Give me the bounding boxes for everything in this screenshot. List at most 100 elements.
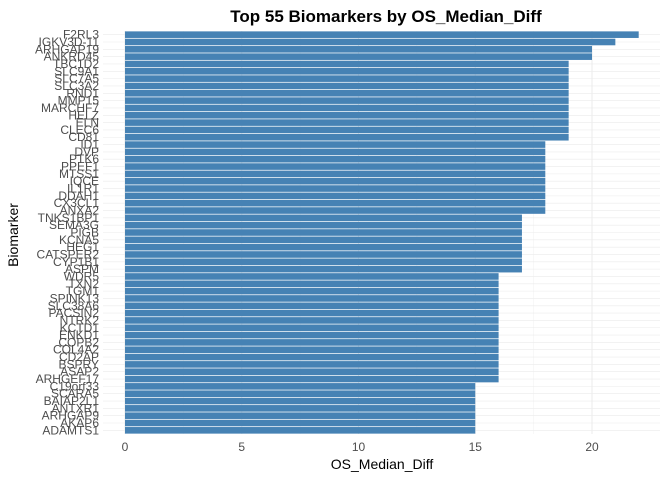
y-axis-title: Biomarker xyxy=(5,203,21,267)
bar-ankrd45 xyxy=(125,53,592,60)
bar-mtss1 xyxy=(125,170,546,178)
y-tick-label: DDAH1 xyxy=(58,189,99,203)
y-tick-label: PACSIN2 xyxy=(49,306,100,320)
y-tick-label: SCARA5 xyxy=(51,387,99,401)
bar-cyp1b1 xyxy=(125,258,522,266)
y-tick-label: ASPM xyxy=(65,262,99,276)
bar-heg1 xyxy=(125,243,522,251)
y-tick-label: ADAMTS1 xyxy=(42,423,99,437)
bar-pigb xyxy=(125,229,522,236)
y-tick-label: SPINK13 xyxy=(50,291,100,305)
bar-rnd1 xyxy=(125,89,569,97)
bar-copb2 xyxy=(125,339,499,346)
bar-iqce xyxy=(125,177,546,185)
bar-igkv3d-11 xyxy=(125,38,616,46)
y-tick-label: CD81 xyxy=(68,130,99,144)
y-tick-label: SLC38A6 xyxy=(48,299,100,313)
bar-arhgap9 xyxy=(125,412,476,419)
y-tick-label: WDR5 xyxy=(64,269,100,283)
y-tick-label: PIGB xyxy=(70,226,99,240)
y-tick-label: SLC7A5 xyxy=(54,72,99,86)
bar-catsper2 xyxy=(125,251,522,258)
bar-ntrk2 xyxy=(125,317,499,324)
bar-slc38a6 xyxy=(125,302,499,310)
bar-kctd1 xyxy=(125,324,499,332)
y-tick-label: COL4A2 xyxy=(53,343,99,357)
bar-arhgap19 xyxy=(125,46,592,53)
bar-ddah1 xyxy=(125,192,546,200)
y-tick-label: TBC1D2 xyxy=(53,57,99,71)
bar-dvp xyxy=(125,148,546,156)
bar-slc9a1 xyxy=(125,68,569,75)
x-tick-label: 5 xyxy=(238,440,245,454)
y-tick-label: SLC9A1 xyxy=(54,64,99,78)
y-tick-label: HEG1 xyxy=(66,240,99,254)
bar-mmp15 xyxy=(125,97,569,104)
bar-enkd1 xyxy=(125,331,499,339)
chart-title: Top 55 Biomarkers by OS_Median_Diff xyxy=(230,7,542,26)
bar-kcna5 xyxy=(125,236,522,244)
y-tick-label: KCTD1 xyxy=(60,321,100,335)
bar-il1r1 xyxy=(125,185,546,192)
bar-cx3cl1 xyxy=(125,199,546,207)
y-tick-label: COPB2 xyxy=(58,335,99,349)
y-tick-label: CLEC6 xyxy=(60,123,99,137)
bar-slc3a2 xyxy=(125,82,569,90)
y-tick-label: CD2AP xyxy=(59,350,99,364)
y-tick-label: CYP1B1 xyxy=(53,255,99,269)
x-axis-title: OS_Median_Diff xyxy=(331,456,434,472)
y-tick-label: TNKS1BP1 xyxy=(38,211,100,225)
y-tick-label: PPEF1 xyxy=(61,160,99,174)
y-tick-label: DVP xyxy=(74,145,99,159)
y-tick-label: SLC3A2 xyxy=(54,79,99,93)
y-tick-label: BAIAP2L1 xyxy=(44,394,100,408)
y-tick-label: ID1 xyxy=(80,138,99,152)
bar-marchf7 xyxy=(125,104,569,112)
bar-arhgef17 xyxy=(125,375,499,383)
y-tick-label: HELZ xyxy=(68,108,99,122)
bar-tbc1d2 xyxy=(125,60,569,68)
x-tick-label: 0 xyxy=(122,440,129,454)
y-tick-label: BSPRY xyxy=(59,357,99,371)
bar-baiap2l1 xyxy=(125,397,476,405)
x-tick-label: 10 xyxy=(352,440,366,454)
y-tick-label: RND1 xyxy=(66,86,99,100)
y-tick-label: MARCHF7 xyxy=(41,101,99,115)
y-tick-label: ELN xyxy=(76,116,99,130)
y-tick-label: C19orf33 xyxy=(50,379,100,393)
y-tick-label: PTK6 xyxy=(69,152,99,166)
y-tick-label: AKAP6 xyxy=(60,416,99,430)
bar-clec6 xyxy=(125,126,569,134)
bar-ptk6 xyxy=(125,155,546,163)
bar-eln xyxy=(125,119,569,126)
y-tick-label: ANKRD45 xyxy=(44,50,100,64)
y-tick-label: ANXA2 xyxy=(60,204,100,218)
y-tick-label: KCNA5 xyxy=(59,233,99,247)
bar-ppef1 xyxy=(125,163,546,170)
bar-f2rl3 xyxy=(125,31,639,38)
bar-col4a2 xyxy=(125,346,499,354)
y-tick-label: ASAP2 xyxy=(60,365,99,379)
bar-bspry xyxy=(125,361,499,368)
bar-antxr1 xyxy=(125,405,476,412)
y-tick-label: IGKV3D-11 xyxy=(39,35,100,49)
bar-scara5 xyxy=(125,390,476,397)
y-tick-label: ARHGAP19 xyxy=(35,42,99,56)
y-tick-label: ANTXR1 xyxy=(52,401,100,415)
x-tick-label: 20 xyxy=(585,440,599,454)
bar-asap2 xyxy=(125,368,499,376)
y-tick-label: ARHGEF17 xyxy=(36,372,100,386)
y-tick-label: MTSS1 xyxy=(59,167,99,181)
bar-spink13 xyxy=(125,295,499,302)
bar-wdr5 xyxy=(125,273,499,280)
bar-c19orf33 xyxy=(125,383,476,390)
y-tick-label: ENKD1 xyxy=(59,328,99,342)
y-tick-label: CX3CL1 xyxy=(54,196,100,210)
y-tick-label: ARHGAP9 xyxy=(42,409,100,423)
y-tick-label: MMP15 xyxy=(58,94,100,108)
bar-adamts1 xyxy=(125,427,476,434)
y-tick-label: SEMA3G xyxy=(49,218,99,232)
y-tick-label: IL1R1 xyxy=(67,182,99,196)
bar-sema3g xyxy=(125,221,522,229)
y-tick-labels: F2RL3IGKV3D-11ARHGAP19ANKRD45TBC1D2SLC9A… xyxy=(35,28,99,438)
